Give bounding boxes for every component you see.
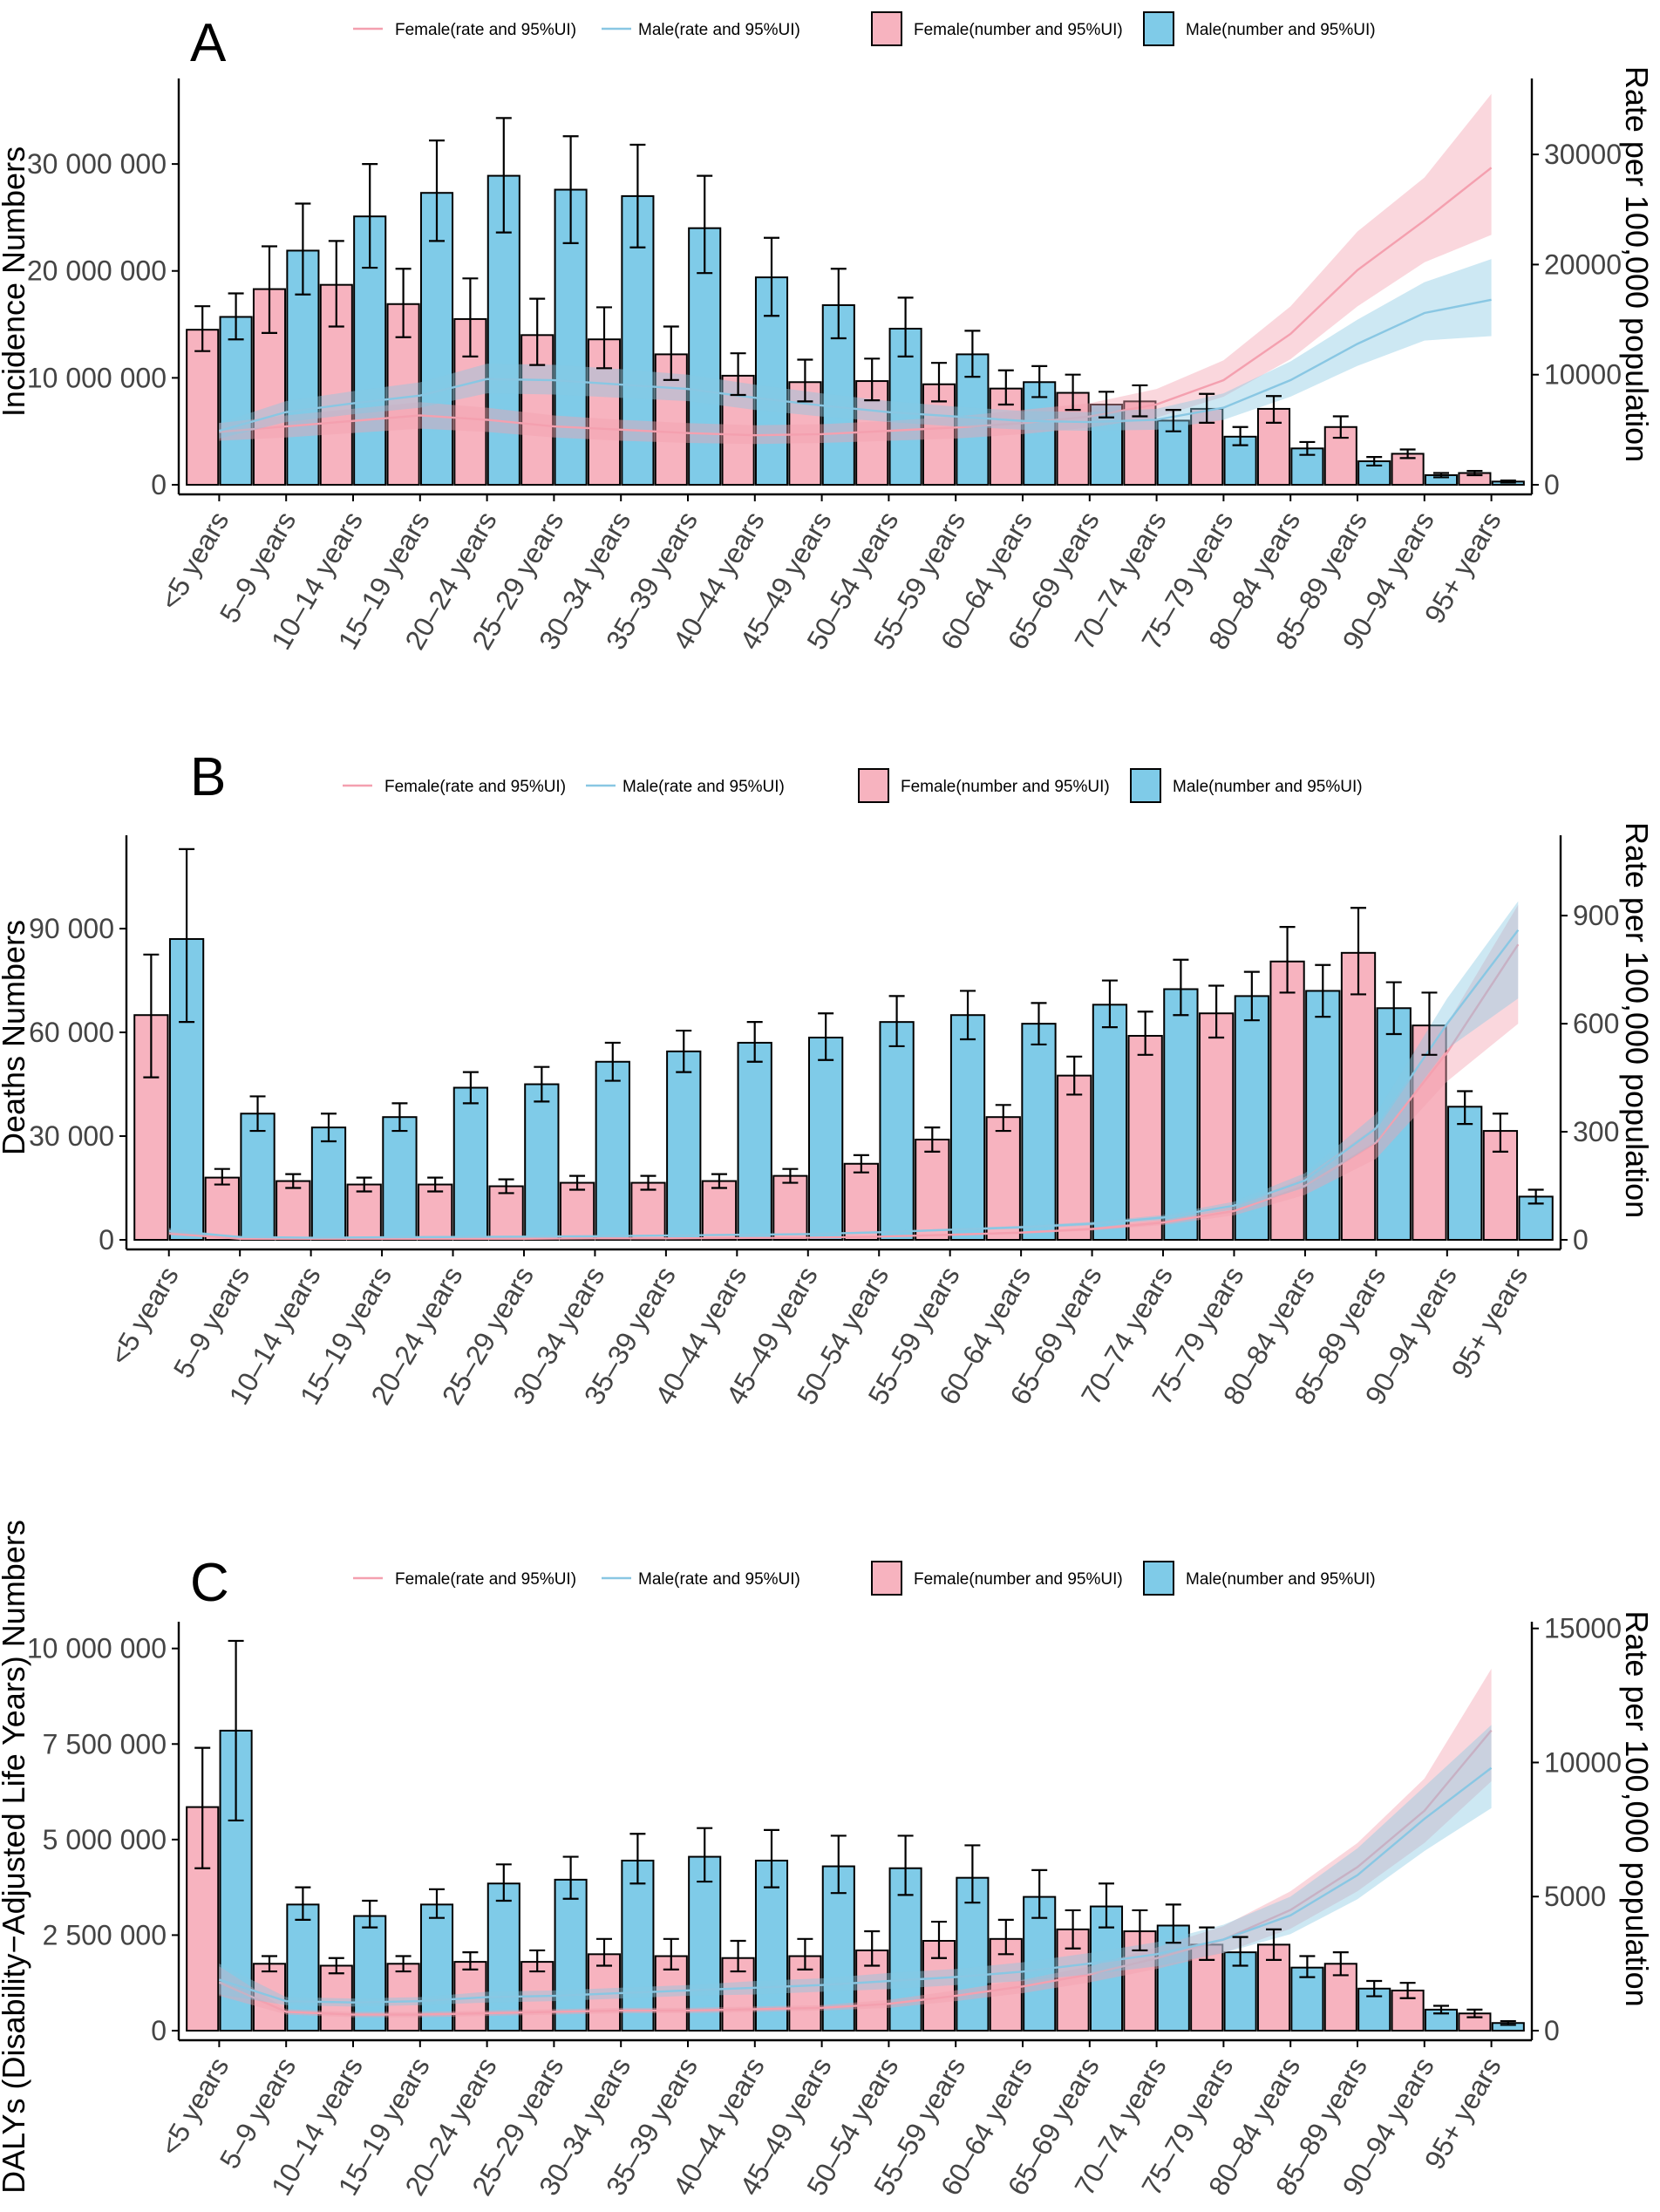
male-number-bar — [738, 1043, 772, 1240]
legend-female-rate-label: Female(rate and 95%UI) — [395, 1570, 576, 1589]
male-number-bar — [622, 1861, 653, 2031]
y-tick-label: 20 000 000 — [27, 255, 167, 287]
female-number-bar — [276, 1181, 310, 1240]
y2-axis-title: Rate per 100,000 population — [1619, 1610, 1655, 2006]
female-number-bar — [489, 1187, 522, 1240]
panel-b: B 0 30 000 60 000 90 000 0 300 600 900 Deaths Nu… — [0, 747, 1655, 1410]
legend-female-number-label: Female(number and 95%UI) — [914, 1570, 1123, 1589]
legend-female-number-swatch — [859, 769, 888, 802]
male-number-bar — [880, 1022, 913, 1240]
y-axis-title: Incidence Numbers — [0, 146, 31, 417]
y2-tick-label: 0 — [1573, 1224, 1589, 1256]
female-number-bar — [348, 1185, 381, 1240]
female-number-bar — [1342, 953, 1375, 1240]
y2-tick-label: 0 — [1544, 469, 1560, 500]
y-tick-label: 30 000 — [29, 1120, 114, 1152]
panel-b-label: B — [190, 747, 226, 807]
legend-male-number-swatch — [1131, 769, 1160, 802]
y2-tick-label: 10000 — [1544, 1746, 1622, 1778]
y-axis-title: DALYs (Disability−Adjusted Life Years) N… — [0, 1520, 31, 2194]
female-number-bar — [206, 1178, 239, 1240]
y2-axis-title: Rate per 100,000 population — [1619, 66, 1655, 462]
x-tick-label: <5 years — [104, 1262, 185, 1371]
y2-tick-label: 20000 — [1544, 248, 1622, 280]
y2-axis-title: Rate per 100,000 population — [1619, 822, 1655, 1218]
legend-female-number-swatch — [872, 12, 901, 45]
legend-male-number-label: Male(number and 95%UI) — [1173, 778, 1363, 796]
legend-female-number-label: Female(number and 95%UI) — [914, 21, 1123, 39]
male-number-bar — [312, 1127, 345, 1240]
y-tick-label: 10 000 000 — [27, 362, 167, 393]
y2-tick-label: 5000 — [1544, 1881, 1606, 1912]
y2-tick-label: 30000 — [1544, 139, 1622, 170]
male-number-bar — [1093, 1004, 1126, 1240]
y-tick-label: 0 — [151, 469, 167, 500]
female-number-bar — [773, 1176, 806, 1240]
y-tick-label: 60 000 — [29, 1017, 114, 1048]
male-number-bar — [596, 1062, 629, 1240]
female-number-bar — [987, 1117, 1020, 1240]
legend-male-rate-label: Male(rate and 95%UI) — [638, 21, 800, 39]
y2-tick-label: 300 — [1573, 1116, 1619, 1147]
y2-tick-label: 900 — [1573, 900, 1619, 931]
panel-a: A 0 10 000 000 20 000 000 30 000 000 0 10000 2… — [0, 12, 1655, 655]
y-axis-title: Deaths Numbers — [0, 920, 31, 1155]
y-tick-label: 2 500 000 — [43, 1919, 167, 1950]
legend-male-number-swatch — [1144, 1562, 1174, 1595]
y-tick-label: 5 000 000 — [43, 1824, 167, 1855]
panel-c-label: C — [190, 1553, 229, 1613]
legend-female-number-label: Female(number and 95%UI) — [901, 778, 1110, 796]
male-number-bar — [1164, 989, 1197, 1240]
y-tick-label: 10 000 000 — [27, 1633, 167, 1664]
female-number-bar — [1129, 1036, 1162, 1240]
female-number-bar — [631, 1183, 664, 1240]
male-number-bar — [1022, 1024, 1055, 1240]
female-number-bar — [915, 1140, 949, 1240]
female-number-bar — [418, 1185, 452, 1240]
male-number-bar — [667, 1052, 700, 1240]
y2-tick-label: 10000 — [1544, 359, 1622, 391]
male-number-bar — [809, 1038, 842, 1240]
male-number-bar — [1306, 990, 1339, 1240]
male-number-bar — [1448, 1106, 1481, 1240]
legend-female-rate-label: Female(rate and 95%UI) — [384, 778, 566, 796]
legend-female-rate-label: Female(rate and 95%UI) — [395, 21, 576, 39]
male-number-bar — [951, 1015, 984, 1240]
y-tick-label: 0 — [151, 2015, 167, 2046]
male-number-bar — [525, 1085, 558, 1240]
y-tick-label: 30 000 000 — [27, 148, 167, 180]
figure-canvas: A 010 000 00020 000 00030 000 0000100002… — [0, 0, 1660, 2212]
legend-male-rate-label: Male(rate and 95%UI) — [638, 1570, 800, 1589]
panel-c: C 0 2 500 000 5 000 000 7 500 000 10 000 000… — [0, 1520, 1655, 2201]
male-number-bar — [689, 1857, 720, 2031]
y2-tick-label: 600 — [1573, 1008, 1619, 1039]
male-number-bar — [241, 1113, 274, 1240]
legend-male-number-swatch — [1144, 12, 1174, 45]
y-tick-label: 0 — [99, 1224, 114, 1256]
y2-tick-label: 0 — [1544, 2015, 1560, 2046]
legend-male-number-label: Male(number and 95%UI) — [1186, 1570, 1376, 1589]
male-number-bar — [221, 316, 252, 485]
male-number-bar — [488, 1883, 520, 2031]
female-number-bar — [845, 1164, 878, 1240]
y-tick-label: 7 500 000 — [43, 1728, 167, 1759]
legend-female-number-swatch — [872, 1562, 901, 1595]
male-number-bar — [555, 1880, 587, 2031]
female-number-bar — [187, 330, 218, 485]
panel-a-label: A — [190, 13, 227, 73]
female-number-bar — [703, 1181, 736, 1240]
y-tick-label: 90 000 — [29, 913, 114, 944]
female-number-bar — [561, 1183, 594, 1240]
legend-male-rate-label: Male(rate and 95%UI) — [622, 778, 785, 796]
female-number-bar — [1058, 1076, 1091, 1240]
y2-tick-label: 15000 — [1544, 1613, 1622, 1644]
male-number-bar — [383, 1117, 416, 1240]
male-number-bar — [454, 1088, 487, 1240]
legend-male-number-label: Male(number and 95%UI) — [1186, 21, 1376, 39]
female-number-bar — [388, 1964, 419, 2031]
